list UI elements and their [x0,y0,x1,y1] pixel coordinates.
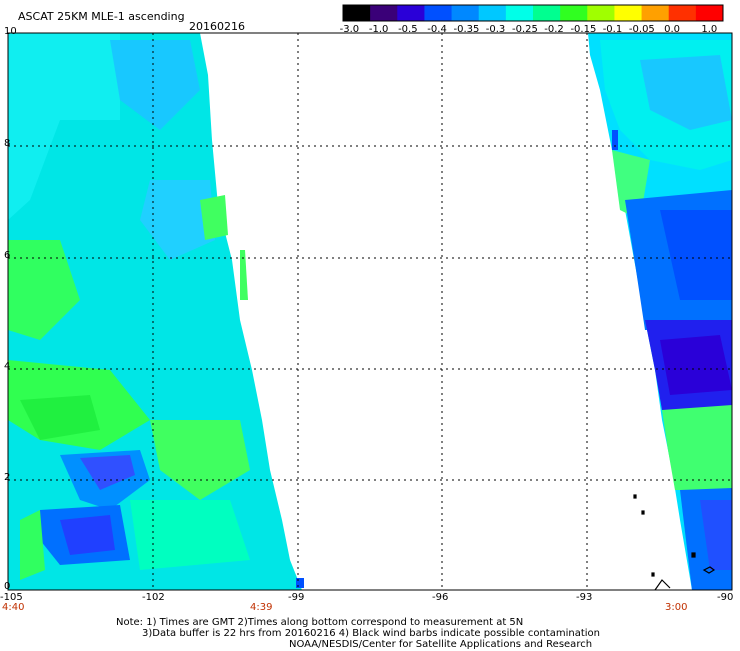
wind-barbs [633,494,716,591]
colorbar-label: -0.5 [398,24,418,35]
y-label-0: 0 [4,581,11,592]
x-label-93: -93 [576,592,593,603]
time-label-left: 4:40 [2,602,25,613]
colorbar-swatch [451,5,480,21]
x-label-96: -96 [432,592,449,603]
y-label-2: 2 [4,472,11,483]
colorbar-label: -0.15 [570,24,597,35]
x-label-99: -99 [288,592,305,603]
colorbar-label: -0.1 [602,24,623,35]
y-label-4: 4 [4,361,11,372]
colorbar-swatch [424,5,453,21]
y-label-8: 8 [4,138,11,149]
colorbar-label: -0.35 [453,24,480,35]
colorbar-swatch [668,5,697,21]
note-line-3: NOAA/NESDIS/Center for Satellite Applica… [289,639,593,650]
x-label-105: -105 [0,592,23,603]
colorbar-label: 0.0 [664,24,681,35]
colorbar-swatch [560,5,588,21]
note-line-1: Note: 1) Times are GMT 2)Times along bot… [116,617,524,628]
colorbar-swatch [587,5,615,21]
note-line-2: 3)Data buffer is 22 hrs from 20160216 4)… [142,628,600,639]
colorbar-swatch [505,5,534,21]
x-label-102: -102 [142,592,165,603]
colorbar-label: -0.2 [544,24,564,35]
colorbar-label: 1.0 [701,24,718,35]
colorbar-swatch [397,5,425,21]
colorbar-label: -0.3 [485,24,506,35]
colorbar-label: -3.0 [339,24,360,35]
colorbar-label: -0.25 [512,24,538,35]
colorbar-swatch [478,5,507,21]
y-label-6: 6 [4,250,11,261]
grid-lines [8,33,732,590]
colorbar-swatch [533,5,561,21]
map-title: ASCAT 25KM MLE-1 ascending [18,10,185,23]
colorbar-swatch [343,5,371,21]
x-label-90: -90 [717,592,734,603]
colorbar-swatch [641,5,670,21]
colorbar-label: -0.4 [427,24,447,35]
colorbar-swatch [370,5,398,21]
right-swath [588,33,732,590]
time-label-right: 3:00 [665,602,688,613]
colorbar-label: -1.0 [368,24,389,35]
colorbar-swatch [614,5,643,21]
colorbar [342,4,724,22]
y-label-10: 10 [4,26,17,37]
map-date: 20160216 [189,20,245,33]
plot-frame [7,32,733,591]
colorbar-label: -0.05 [628,24,655,35]
left-swath [8,33,304,590]
colorbar-swatch [695,5,724,21]
time-label-middle: 4:39 [250,602,273,613]
